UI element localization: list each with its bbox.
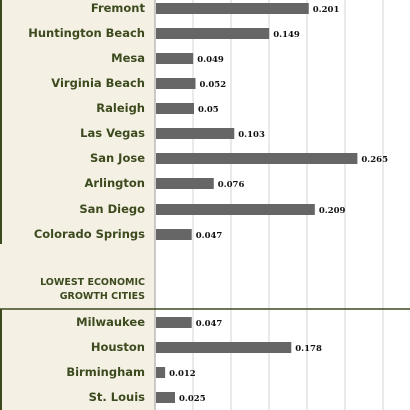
data-label: 0.103	[238, 130, 265, 140]
category-label: Arlington	[85, 176, 145, 190]
bar	[156, 392, 175, 403]
bar	[156, 28, 270, 39]
category-label: Birmingham	[66, 365, 145, 379]
bar	[156, 317, 192, 328]
data-label: 0.047	[196, 319, 223, 329]
category-label: St. Louis	[89, 390, 146, 404]
category-label: San Jose	[90, 151, 145, 165]
data-label: 0.025	[179, 394, 206, 404]
section-heading: GROWTH CITIES	[60, 291, 145, 302]
data-label: 0.209	[319, 206, 346, 216]
category-label: Raleigh	[96, 101, 145, 115]
category-label: San Diego	[79, 202, 145, 216]
data-label: 0.149	[273, 30, 300, 40]
bar	[156, 178, 214, 189]
data-label: 0.052	[200, 80, 227, 90]
bar	[156, 78, 196, 89]
category-label: Mesa	[111, 51, 145, 65]
data-label: 0.265	[361, 155, 388, 165]
bar	[156, 3, 309, 14]
bar	[156, 229, 192, 240]
data-label: 0.178	[295, 344, 322, 354]
data-label: 0.076	[218, 180, 245, 190]
data-label: 0.047	[196, 231, 223, 241]
bar	[156, 53, 194, 64]
data-label: 0.049	[197, 55, 224, 65]
category-label: Milwaukee	[76, 315, 145, 329]
category-label: Huntington Beach	[28, 26, 145, 40]
bar	[156, 367, 166, 378]
bar	[156, 204, 315, 215]
bar	[156, 128, 235, 139]
data-label: 0.012	[169, 369, 196, 379]
category-label: Las Vegas	[80, 126, 145, 140]
category-label: Virginia Beach	[51, 76, 145, 90]
category-label: Fremont	[91, 1, 146, 15]
bar	[156, 342, 292, 353]
section-heading: LOWEST ECONOMIC	[40, 277, 145, 288]
data-label: 0.201	[313, 5, 340, 15]
bar	[156, 103, 194, 114]
category-label: Houston	[91, 340, 145, 354]
bar	[156, 153, 358, 164]
data-label: 0.05	[198, 105, 219, 115]
category-label: Colorado Springs	[34, 227, 145, 241]
